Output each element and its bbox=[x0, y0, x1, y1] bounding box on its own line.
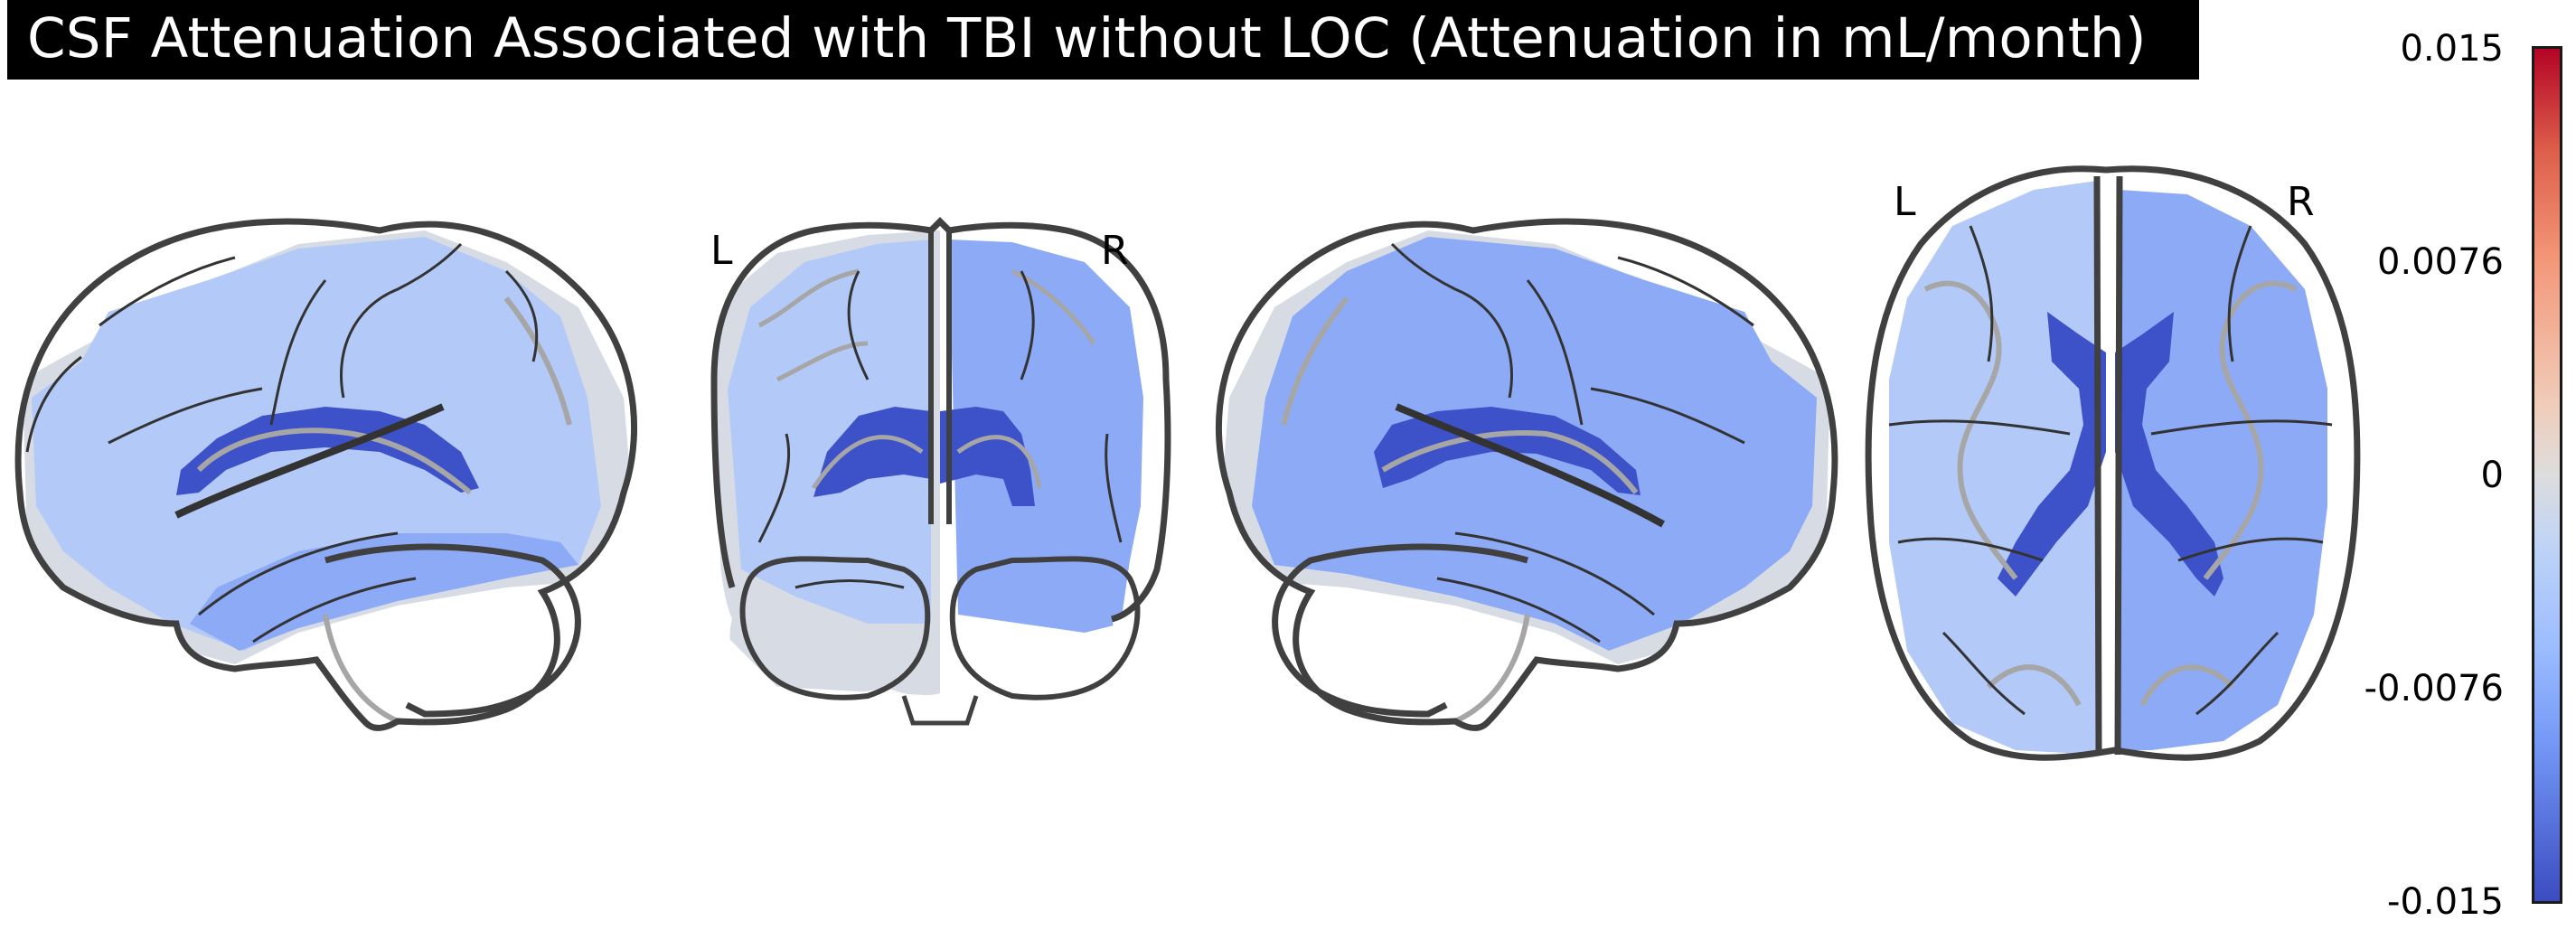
moderate-negative-region bbox=[949, 240, 1143, 633]
brain-outline bbox=[710, 379, 736, 589]
gyrus-line bbox=[252, 577, 417, 644]
gyrus-line bbox=[198, 531, 399, 616]
colorbar-tick-label: 0.0076 bbox=[2377, 241, 2504, 283]
sulcus-line bbox=[1381, 430, 1639, 494]
sulcus-line bbox=[1281, 296, 1349, 426]
orientation-left-label: L bbox=[1894, 179, 1916, 225]
strong-negative-region bbox=[2115, 312, 2223, 597]
brain-outline bbox=[1865, 165, 2361, 761]
gyrus-line bbox=[1526, 279, 1584, 426]
gyrus-line bbox=[25, 355, 82, 453]
brainstem-outline bbox=[901, 695, 979, 726]
sulcus-line bbox=[196, 428, 472, 495]
gyrus-line bbox=[1617, 256, 1754, 327]
lateral-fissure bbox=[174, 403, 445, 519]
lateral-fissure bbox=[1395, 403, 1665, 528]
sagittal-left-view bbox=[14, 218, 638, 731]
sulcus-line bbox=[1923, 280, 2298, 707]
orientation-right-label: R bbox=[1101, 228, 1129, 274]
colorbar-tick-label: -0.015 bbox=[2387, 881, 2504, 923]
gyrus-line bbox=[1454, 531, 1655, 616]
colorbar-tick-label: 0 bbox=[2480, 455, 2504, 496]
gyrus-line bbox=[340, 242, 463, 399]
gyrus-line bbox=[504, 269, 539, 362]
cerebellum-outline bbox=[1272, 543, 1528, 718]
colorbar-tick-label: -0.0076 bbox=[2364, 668, 2504, 709]
gyrus-line bbox=[99, 256, 236, 327]
midline bbox=[928, 230, 952, 524]
gyrus-line bbox=[1590, 387, 1745, 445]
orientation-left-label: L bbox=[710, 228, 733, 274]
sagittal-right-view bbox=[1215, 218, 1838, 731]
colorbar-tick-label: 0.015 bbox=[2400, 28, 2504, 70]
colorbar bbox=[2532, 46, 2562, 904]
gyrus-line bbox=[1436, 577, 1601, 644]
gyrus-line bbox=[1888, 225, 2333, 716]
sulcus-line bbox=[323, 614, 400, 724]
interhemispheric-fissure bbox=[2093, 175, 2123, 756]
axial-view: L R bbox=[1865, 165, 2361, 761]
brain-outline bbox=[710, 217, 1171, 623]
sulcus-line bbox=[757, 268, 1096, 490]
gyrus-line bbox=[757, 270, 1123, 589]
brain-outline bbox=[1215, 218, 1838, 731]
strong-negative-region bbox=[813, 407, 931, 497]
brain-outline bbox=[14, 218, 638, 731]
gyrus-line bbox=[269, 279, 327, 426]
weak-negative-region bbox=[728, 240, 931, 624]
weak-negative-region bbox=[1889, 181, 2097, 755]
title-banner: CSF Attenuation Associated with TBI with… bbox=[7, 0, 2199, 80]
orientation-right-label: R bbox=[2287, 179, 2315, 225]
cerebellum-outline bbox=[949, 556, 1141, 700]
cerebellum-outline bbox=[739, 556, 931, 700]
coronal-view: L R bbox=[710, 217, 1171, 726]
cerebellum-outline bbox=[324, 543, 581, 718]
strong-negative-region bbox=[1998, 312, 2106, 597]
gyrus-line bbox=[108, 387, 263, 445]
strong-negative-region bbox=[176, 407, 479, 495]
strong-negative-region bbox=[940, 407, 1035, 506]
sulcus-line bbox=[1453, 614, 1530, 724]
sulcus-line bbox=[503, 296, 572, 426]
gyrus-line bbox=[1390, 242, 1513, 399]
figure-title: CSF Attenuation Associated with TBI with… bbox=[27, 6, 2147, 70]
